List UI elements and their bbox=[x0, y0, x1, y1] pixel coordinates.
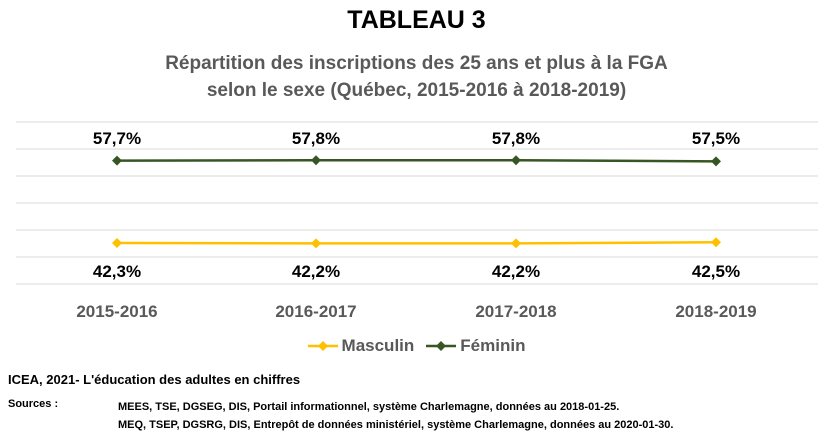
subtitle-line-1: Répartition des inscriptions des 25 ans … bbox=[165, 53, 668, 74]
line-chart: 42,3% 42,2% 42,2% 42,5% 57,7% 57,8% 57,8% 57,5%… bbox=[16, 121, 818, 321]
x-tick-label: 2017-2018 bbox=[475, 302, 556, 321]
x-tick-label: 2016-2017 bbox=[275, 302, 356, 321]
data-point-masculin bbox=[311, 238, 321, 249]
legend-swatch-masculin bbox=[307, 341, 338, 351]
data-point-feminin bbox=[711, 156, 721, 167]
data-point-feminin bbox=[112, 155, 122, 166]
data-point-masculin bbox=[511, 238, 521, 249]
data-label-feminin: 57,8% bbox=[292, 129, 340, 148]
chart-title: TABLEAU 3 bbox=[347, 6, 486, 34]
data-point-masculin bbox=[112, 238, 122, 248]
sources-list: MEES, TSE, DGSEG, DIS, Portail informati… bbox=[118, 398, 673, 434]
legend-swatch-feminin bbox=[426, 341, 457, 351]
source-title: ICEA, 2021- L'éducation des adultes en c… bbox=[8, 372, 301, 387]
data-point-feminin bbox=[511, 155, 521, 166]
series-line-feminin bbox=[116, 159, 717, 163]
chart-subtitle: Répartition des inscriptions des 25 ans … bbox=[0, 50, 833, 104]
gridlines bbox=[16, 121, 818, 285]
legend-label-feminin: Féminin bbox=[460, 336, 526, 355]
series-line-masculin bbox=[116, 241, 717, 245]
data-labels: 42,3% 42,2% 42,2% 42,5% 57,7% 57,8% 57,8% 57,5% bbox=[93, 129, 740, 281]
series-layer bbox=[112, 155, 721, 249]
data-label-feminin: 57,5% bbox=[692, 129, 740, 148]
data-label-masculin: 42,2% bbox=[292, 262, 340, 281]
sources-label: Sources : bbox=[8, 398, 59, 410]
data-label-feminin: 57,8% bbox=[492, 129, 540, 148]
data-point-feminin bbox=[311, 155, 321, 166]
data-label-feminin: 57,7% bbox=[93, 129, 141, 148]
subtitle-line-2: selon le sexe (Québec, 2015-2016 à 2018-… bbox=[206, 80, 627, 101]
data-label-masculin: 42,2% bbox=[492, 262, 540, 281]
legend-label-masculin: Masculin bbox=[341, 336, 415, 355]
x-tick-label: 2018-2019 bbox=[675, 302, 756, 321]
legend-item-masculin: Masculin bbox=[307, 336, 415, 356]
data-label-masculin: 42,3% bbox=[93, 262, 141, 281]
x-axis-ticks: 2015-2016 2016-2017 2017-2018 2018-2019 bbox=[76, 302, 756, 321]
data-label-masculin: 42,5% bbox=[692, 262, 740, 281]
source-line-2: MEQ, TSEP, DGSRG, DIS, Entrepôt de donné… bbox=[118, 419, 674, 431]
x-tick-label: 2015-2016 bbox=[76, 302, 157, 321]
source-line-1: MEES, TSE, DGSEG, DIS, Portail informati… bbox=[118, 401, 620, 413]
legend-item-feminin: Féminin bbox=[426, 336, 525, 356]
data-point-masculin bbox=[711, 237, 721, 248]
legend: Masculin Féminin bbox=[0, 336, 833, 356]
